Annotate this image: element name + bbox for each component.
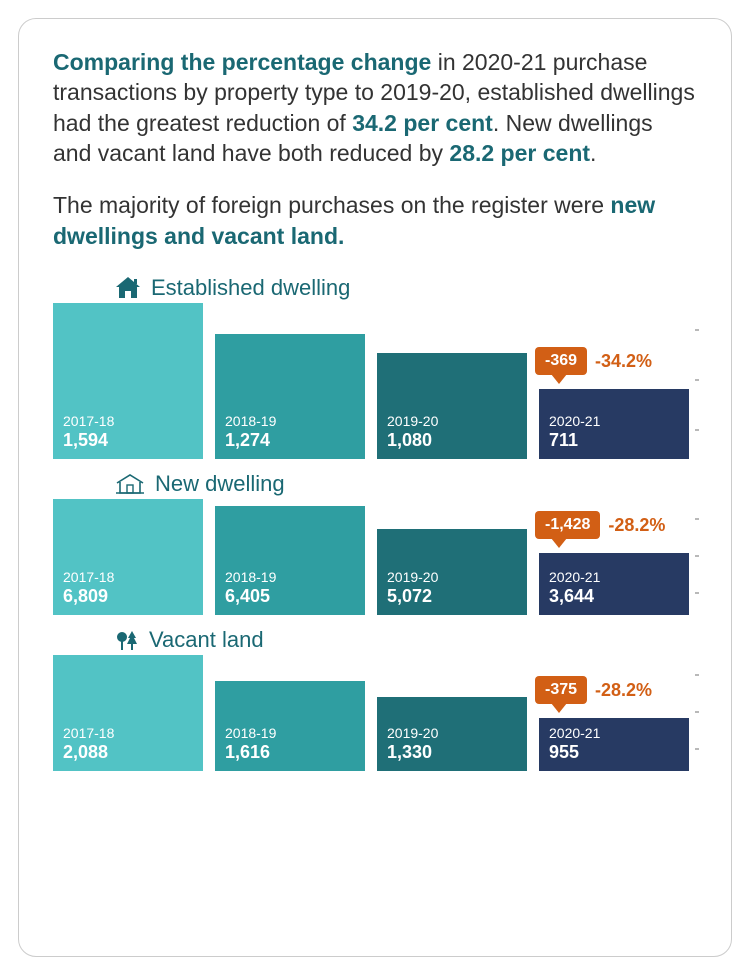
callout-delta: -369 [535, 347, 587, 375]
chart-title-row: Established dwelling [115, 275, 697, 301]
bar: 2017-182,088 [53, 655, 203, 771]
bar-value-label: 5,072 [387, 586, 432, 607]
callout-delta: -1,428 [535, 511, 600, 539]
intro-paragraph-1: Comparing the percentage change in 2020-… [53, 47, 697, 168]
chart-title: Established dwelling [151, 275, 350, 301]
house-solid-icon [115, 277, 141, 299]
chart-block: New dwelling2017-186,8092018-196,4052019… [53, 471, 697, 615]
callout-percent: -28.2% [608, 515, 665, 536]
bar-value-label: 1,594 [63, 430, 108, 451]
chart-area: 2017-182,0882018-191,6162019-201,3302020… [53, 655, 693, 771]
bar-value-label: 6,809 [63, 586, 108, 607]
bar-value-label: 3,644 [549, 586, 594, 607]
house-outline-icon [115, 474, 145, 494]
bar-year-label: 2018-19 [225, 413, 276, 429]
axis-tick [695, 592, 699, 594]
axis-tick [695, 518, 699, 520]
chart-area: 2017-186,8092018-196,4052019-205,0722020… [53, 499, 693, 615]
chart-title-row: Vacant land [115, 627, 697, 653]
axis-tick [695, 711, 699, 713]
bar-value-label: 1,330 [387, 742, 432, 763]
bar-year-label: 2020-21 [549, 569, 600, 585]
bar-year-label: 2019-20 [387, 413, 438, 429]
chart-title-row: New dwelling [115, 471, 697, 497]
bar: 2017-186,809 [53, 499, 203, 615]
bar-year-label: 2017-18 [63, 725, 114, 741]
bar: 2017-181,594 [53, 303, 203, 459]
chart-block: Established dwelling2017-181,5942018-191… [53, 275, 697, 459]
chart-title: New dwelling [155, 471, 285, 497]
bar-value-label: 2,088 [63, 742, 108, 763]
bar-year-label: 2017-18 [63, 413, 114, 429]
axis-tick [695, 748, 699, 750]
change-callout: -369 -34.2% [535, 347, 652, 375]
bar-year-label: 2019-20 [387, 725, 438, 741]
bar: 2018-191,274 [215, 334, 365, 459]
charts-container: Established dwelling2017-181,5942018-191… [53, 275, 697, 771]
bar-year-label: 2017-18 [63, 569, 114, 585]
chart-area: 2017-181,5942018-191,2742019-201,0802020… [53, 303, 693, 459]
chart-title: Vacant land [149, 627, 264, 653]
bar: 2019-201,330 [377, 697, 527, 771]
bar: 2020-21955 [539, 718, 689, 771]
bar-year-label: 2020-21 [549, 413, 600, 429]
change-callout: -1,428 -28.2% [535, 511, 665, 539]
bar: 2020-21711 [539, 389, 689, 459]
bar-value-label: 1,080 [387, 430, 432, 451]
axis-tick [695, 555, 699, 557]
bar-year-label: 2019-20 [387, 569, 438, 585]
bar: 2018-191,616 [215, 681, 365, 771]
bar-value-label: 1,274 [225, 430, 270, 451]
axis-tick [695, 379, 699, 381]
chart-block: Vacant land2017-182,0882018-191,6162019-… [53, 627, 697, 771]
bar: 2020-213,644 [539, 553, 689, 615]
change-callout: -375 -28.2% [535, 676, 652, 704]
bar-year-label: 2020-21 [549, 725, 600, 741]
axis-tick [695, 674, 699, 676]
axis-tick [695, 329, 699, 331]
bar-value-label: 1,616 [225, 742, 270, 763]
bar-value-label: 6,405 [225, 586, 270, 607]
callout-percent: -34.2% [595, 351, 652, 372]
info-card: Comparing the percentage change in 2020-… [18, 18, 732, 957]
bar-value-label: 955 [549, 742, 579, 763]
bar: 2019-205,072 [377, 529, 527, 615]
axis-tick [695, 429, 699, 431]
bar: 2019-201,080 [377, 353, 527, 459]
trees-icon [115, 629, 139, 651]
bar-year-label: 2018-19 [225, 725, 276, 741]
bar-value-label: 711 [549, 430, 578, 451]
callout-percent: -28.2% [595, 680, 652, 701]
bar: 2018-196,405 [215, 506, 365, 615]
bar-year-label: 2018-19 [225, 569, 276, 585]
callout-delta: -375 [535, 676, 587, 704]
intro-paragraph-2: The majority of foreign purchases on the… [53, 190, 697, 251]
